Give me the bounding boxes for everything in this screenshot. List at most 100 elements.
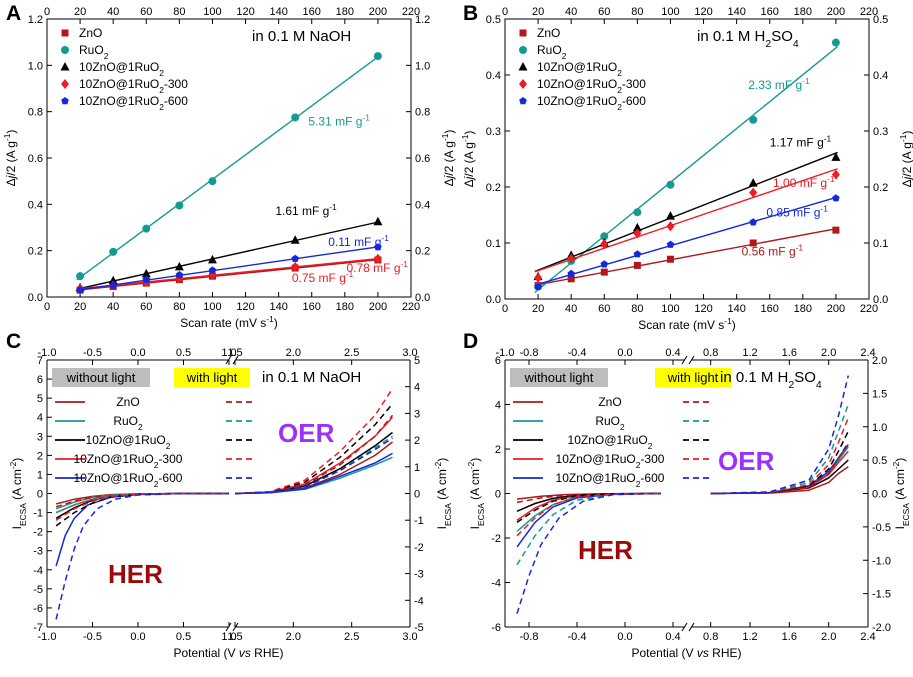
x-tick-label: 220: [860, 303, 878, 315]
text-segment: 2: [617, 85, 622, 95]
text-segment: 2: [788, 379, 794, 391]
text-segment: 2.33 mF g: [748, 78, 802, 92]
x-tick-label-top: 0.0: [617, 347, 632, 359]
x-tick-label-top: 100: [661, 6, 679, 18]
oer-label: OER: [278, 418, 335, 448]
fit-line: [534, 227, 838, 286]
y-axis-label: IECSA (A cm-2): [466, 458, 486, 530]
x-tick-label: 0.0: [130, 631, 145, 643]
oer-curve-light: [234, 437, 393, 495]
text-segment: in 0.1 M H: [720, 369, 788, 386]
legend-label: ZnO: [598, 395, 621, 409]
x-tick-label-top: 40: [107, 6, 119, 18]
x-tick-label-top: 200: [369, 6, 387, 18]
text-segment: -1: [460, 134, 470, 142]
x-tick-label: 2.4: [860, 631, 875, 643]
data-point: [373, 52, 382, 61]
fit-line: [76, 221, 380, 290]
legend-label: 10ZnO@1RuO2-600: [537, 94, 646, 112]
text-segment: 2: [138, 422, 143, 432]
axis-break-mark: [688, 355, 695, 365]
y-tick-label: -5: [33, 584, 43, 596]
y-tick-label-right: 1.0: [872, 422, 887, 434]
data-point: [373, 216, 383, 226]
legend-label: RuO2: [537, 43, 567, 61]
text-segment: ): [900, 131, 913, 135]
data-point: [373, 253, 382, 264]
axis-break-mark: [681, 622, 688, 632]
x-tick-label-top: 1.2: [742, 347, 757, 359]
data-point: [831, 152, 841, 161]
y-tick-label: 3: [37, 431, 43, 443]
text-segment: 10ZnO@1RuO: [556, 452, 636, 466]
text-segment: in 0.1 M H: [697, 28, 765, 45]
y-axis-label-right: IECSA (A cm-2): [891, 458, 911, 530]
data-point: [291, 254, 299, 262]
with-light-badge: [174, 368, 250, 387]
text-segment: (A cm: [893, 469, 907, 503]
x-tick-label-top: 1.6: [782, 347, 797, 359]
data-point: [633, 261, 641, 269]
data-point: [633, 228, 642, 239]
legend-label: 10ZnO@1RuO2-600: [79, 94, 188, 112]
text-segment: 2: [636, 479, 641, 489]
data-point: [519, 79, 527, 89]
data-point: [519, 46, 527, 54]
y-tick-label-right: 0.2: [415, 246, 430, 258]
slope-label: 0.78 mF g-1: [346, 259, 408, 275]
data-point: [175, 201, 184, 210]
text-segment: -1: [362, 113, 370, 123]
x-tick-label: -0.4: [568, 631, 587, 643]
x-tick-label-top: -0.5: [83, 347, 102, 359]
fit-line: [534, 151, 838, 273]
y-tick-label-right: 2.0: [872, 355, 887, 367]
y-tick-label: -1: [33, 508, 43, 520]
text-segment: I: [10, 526, 24, 529]
text-segment: -600: [640, 471, 664, 485]
text-segment: ): [10, 458, 24, 462]
y-tick-label: 0.6: [28, 153, 43, 165]
text-segment: SO: [794, 369, 816, 386]
y-tick-label: -7: [33, 622, 43, 634]
x-tick-label-top: 0.0: [130, 347, 145, 359]
text-segment: ZnO: [598, 395, 621, 409]
x-axis-label: Scan rate (mV s-1): [638, 316, 735, 332]
fit-line: [76, 245, 380, 291]
data-point: [666, 180, 675, 189]
with-light-label: with light: [186, 370, 238, 385]
y-tick-label-right: 0.6: [415, 153, 430, 165]
x-tick-label-top: -1.0: [38, 347, 57, 359]
text-segment: Potential (V: [173, 646, 238, 660]
slope-label: 0.11 mF g-1: [328, 233, 389, 249]
data-point: [175, 271, 184, 279]
text-segment: -300: [640, 452, 664, 466]
text-segment: /2 (A g: [4, 141, 18, 176]
text-segment: -1: [401, 259, 409, 269]
text-segment: vs: [697, 646, 709, 660]
text-segment: 10ZnO@1RuO: [79, 94, 159, 108]
y-tick-label-right: 0.0: [415, 292, 430, 304]
data-point: [600, 232, 609, 241]
text-segment: -2: [433, 461, 443, 469]
text-segment: 10ZnO@1RuO: [537, 94, 617, 108]
x-tick-label-top: 60: [598, 6, 610, 18]
x-tick-label-top: 140: [727, 6, 745, 18]
text-segment: 4: [816, 379, 822, 391]
x-tick-label-top: 3.0: [402, 347, 417, 359]
legend-label: RuO2: [79, 43, 109, 61]
text-segment: ): [462, 131, 476, 135]
data-point: [749, 115, 758, 124]
x-tick-label: 2.0: [821, 631, 836, 643]
y-tick-label-right: 1: [414, 462, 420, 474]
text-segment: ): [274, 316, 278, 330]
legend-label: 10ZnO@1RuO2-300: [74, 452, 183, 470]
text-segment: 10ZnO@1RuO: [537, 60, 617, 74]
x-tick-label: 3.0: [402, 631, 417, 643]
y-tick-label-right: 0.2: [873, 182, 888, 194]
x-tick-label: 80: [173, 301, 185, 313]
fit-line: [534, 168, 838, 273]
with-light-badge: [655, 368, 731, 387]
data-point: [208, 177, 217, 186]
text-segment: 2: [620, 422, 625, 432]
